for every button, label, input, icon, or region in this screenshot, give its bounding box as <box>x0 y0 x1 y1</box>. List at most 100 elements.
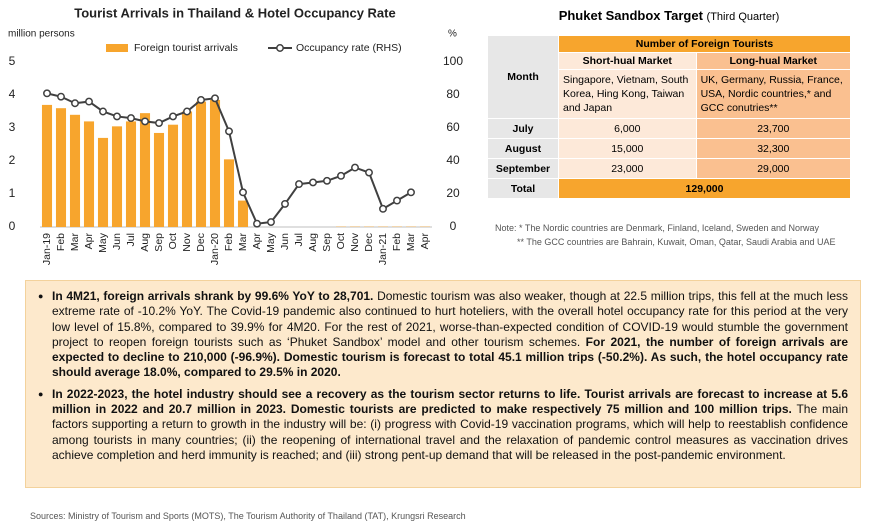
y-tick-label: 0 <box>9 219 16 233</box>
x-tick-label: Oct <box>167 233 179 249</box>
line-marker <box>71 99 79 108</box>
bar <box>139 113 151 227</box>
table-body: July 6,000 23,700 August 15,000 32,300 Septemb… <box>487 118 852 179</box>
x-tick-label: Jul <box>293 233 305 246</box>
line-marker <box>351 163 359 172</box>
line-marker <box>281 199 289 208</box>
total-value: 129,000 <box>558 178 851 199</box>
y-tick-label: 5 <box>9 54 16 68</box>
x-tick-label: Apr <box>251 233 263 250</box>
table-row: July 6,000 23,700 <box>487 118 852 139</box>
line-marker <box>211 94 219 103</box>
x-tick-label: Jan-20 <box>209 233 221 265</box>
table-cell: 6,000 <box>558 118 697 139</box>
line-marker <box>379 204 387 213</box>
line-marker <box>253 219 261 228</box>
line-marker <box>183 107 191 116</box>
bar <box>209 99 221 227</box>
x-tick-label: Feb <box>55 233 67 251</box>
line-marker <box>197 96 205 104</box>
table-title-text: Phuket Sandbox Target <box>558 8 703 23</box>
text-run: In 2022-2023, the hotel industry should … <box>52 386 848 417</box>
total-label: Total <box>487 178 559 199</box>
bar <box>223 159 235 227</box>
bar <box>55 108 67 227</box>
bar <box>125 121 137 227</box>
x-tick-label: Jun <box>279 233 291 250</box>
x-tick-label: Oct <box>335 233 347 249</box>
bar <box>41 104 53 227</box>
x-tick-label: Nov <box>181 232 193 251</box>
y-tick-label: 3 <box>9 120 16 134</box>
bar <box>69 114 81 227</box>
y-tick-label: 4 <box>9 87 16 101</box>
row-label: July <box>487 118 559 139</box>
line-marker <box>85 97 93 106</box>
x-tick-label: May <box>265 232 277 253</box>
x-tick-label: Aug <box>139 233 151 252</box>
chart-title: Tourist Arrivals in Thailand & Hotel Occ… <box>74 5 395 20</box>
x-tick-label: Sep <box>153 233 165 252</box>
bar <box>97 137 109 227</box>
y-tick-label: 1 <box>9 186 16 200</box>
bar <box>153 132 165 227</box>
text-run: The main factors supporting a return to … <box>52 402 849 462</box>
x-tick-label: Jan-21 <box>377 233 389 265</box>
line-marker <box>239 188 247 197</box>
bar <box>83 121 95 227</box>
table-row: September 23,000 29,000 <box>487 158 852 179</box>
line-marker <box>407 188 415 197</box>
y2-tick-label: 60 <box>446 120 460 134</box>
paragraph: In 2022-2023, the hotel industry should … <box>38 387 848 463</box>
chart: Tourist Arrivals in Thailand & Hotel Occ… <box>8 5 463 265</box>
line-marker <box>337 171 345 180</box>
x-tick-label: May <box>97 232 109 253</box>
table-cell: 23,700 <box>695 118 852 139</box>
y2-tick-label: 40 <box>446 153 460 167</box>
bar <box>111 126 123 227</box>
x-tick-label: Mar <box>69 233 81 252</box>
x-tick-label: Apr <box>83 233 95 250</box>
y2-axis-title: % <box>448 29 457 40</box>
text-run: In 4M21, foreign arrivals shrank by 99.6… <box>52 289 374 303</box>
x-tick-label: Dec <box>195 233 207 252</box>
line-marker <box>141 117 149 126</box>
text-run: For 2021, the number of foreign arrivals… <box>52 334 849 380</box>
line-marker <box>365 168 373 177</box>
legend-swatch <box>276 44 284 52</box>
line-marker <box>169 112 177 121</box>
month-header: Month <box>487 35 559 119</box>
x-tick-label: Dec <box>363 233 375 252</box>
text-box: In 4M21, foreign arrivals shrank by 99.6… <box>25 280 861 488</box>
x-tick-label: Feb <box>223 233 235 251</box>
note: ** The GCC countries are Bahrain, Kuwait… <box>517 237 836 247</box>
x-tick-label: Aug <box>307 233 319 252</box>
bar <box>195 101 207 227</box>
legend-label: Foreign tourist arrivals <box>134 42 238 54</box>
line-marker <box>323 176 331 185</box>
table: Month Number of Foreign Tourists Short-h… <box>487 35 852 199</box>
column-header: Short-hual Market <box>558 52 697 70</box>
x-tick-label: Sep <box>321 233 333 252</box>
line-marker <box>393 196 401 205</box>
x-tick-label: Feb <box>391 233 403 251</box>
x-tick-label: Nov <box>349 232 361 251</box>
table-row: August 15,000 32,300 <box>487 138 852 159</box>
x-tick-label: Mar <box>237 233 249 252</box>
x-tick-label: Jan-19 <box>41 233 53 265</box>
y2-tick-label: 80 <box>446 87 460 101</box>
y2-tick-label: 100 <box>443 54 463 68</box>
line-marker <box>225 127 233 136</box>
row-label: August <box>487 138 559 159</box>
y2-tick-label: 20 <box>446 186 460 200</box>
column-description: UK, Germany, Russia, France, USA, Nordic… <box>695 69 852 119</box>
source: Sources: Ministry of Tourism and Sports … <box>30 511 466 521</box>
line-marker <box>43 89 51 98</box>
column-header: Long-hual Market <box>695 52 852 70</box>
table-cell: 32,300 <box>695 138 852 159</box>
line-marker <box>99 107 107 116</box>
group-header: Number of Foreign Tourists <box>558 35 851 53</box>
x-tick-label: Jul <box>125 233 137 246</box>
legend-swatch <box>106 44 128 52</box>
